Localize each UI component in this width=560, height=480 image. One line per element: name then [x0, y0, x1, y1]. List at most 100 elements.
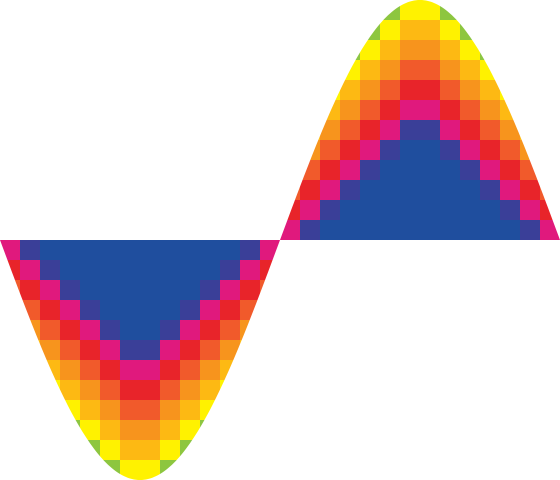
- color-tile: [300, 220, 320, 240]
- color-tile: [480, 40, 500, 60]
- color-tile: [120, 420, 140, 440]
- color-tile: [460, 200, 480, 220]
- color-tile: [180, 420, 200, 440]
- color-tile: [300, 200, 320, 220]
- color-tile: [80, 380, 100, 400]
- color-tile: [160, 240, 180, 260]
- color-tile: [220, 320, 240, 340]
- color-tile: [240, 460, 260, 480]
- color-tile: [460, 120, 480, 140]
- color-tile: [340, 160, 360, 180]
- color-tile: [120, 440, 140, 460]
- color-tile: [380, 60, 400, 80]
- color-tile: [420, 140, 440, 160]
- color-tile: [40, 340, 60, 360]
- color-tile: [300, 40, 320, 60]
- color-tile: [480, 140, 500, 160]
- color-tile: [320, 160, 340, 180]
- color-tile: [520, 200, 540, 220]
- color-tile: [500, 220, 520, 240]
- color-tile: [200, 440, 220, 460]
- color-tile: [340, 200, 360, 220]
- color-tile: [340, 240, 360, 260]
- color-tile: [280, 240, 300, 260]
- color-tile: [420, 180, 440, 200]
- color-tile: [120, 460, 140, 480]
- color-tile: [60, 320, 80, 340]
- color-tile: [180, 380, 200, 400]
- color-tile: [540, 220, 560, 240]
- color-tile: [120, 400, 140, 420]
- color-tile: [180, 440, 200, 460]
- color-tile: [60, 380, 80, 400]
- color-tile: [300, 120, 320, 140]
- color-tile: [380, 180, 400, 200]
- color-tile: [160, 400, 180, 420]
- color-tile: [420, 60, 440, 80]
- color-tile: [100, 420, 120, 440]
- color-tile: [260, 460, 280, 480]
- color-tile: [180, 360, 200, 380]
- color-tile: [100, 340, 120, 360]
- color-tile: [260, 360, 280, 380]
- color-tile: [400, 120, 420, 140]
- color-tile: [280, 140, 300, 160]
- color-tile: [140, 240, 160, 260]
- color-tile: [360, 200, 380, 220]
- color-tile: [20, 380, 40, 400]
- color-tile: [320, 60, 340, 80]
- color-tile: [300, 240, 320, 260]
- color-tile: [320, 220, 340, 240]
- color-tile: [140, 420, 160, 440]
- color-tile: [20, 340, 40, 360]
- color-tile: [360, 220, 380, 240]
- color-tile: [0, 280, 20, 300]
- color-tile: [160, 380, 180, 400]
- color-tile: [540, 100, 560, 120]
- color-tile: [140, 440, 160, 460]
- color-tile: [220, 240, 240, 260]
- color-tile: [120, 280, 140, 300]
- color-tile: [200, 280, 220, 300]
- color-tile: [340, 20, 360, 40]
- color-tile: [240, 320, 260, 340]
- color-tile: [440, 200, 460, 220]
- color-tile: [440, 80, 460, 100]
- color-tile: [260, 320, 280, 340]
- color-tile: [360, 100, 380, 120]
- color-tile: [460, 240, 480, 260]
- color-tile: [40, 320, 60, 340]
- color-tile: [380, 80, 400, 100]
- color-tile: [220, 400, 240, 420]
- color-tile: [280, 160, 300, 180]
- color-tile: [260, 380, 280, 400]
- color-tile: [100, 280, 120, 300]
- color-tile: [40, 440, 60, 460]
- color-tile: [460, 20, 480, 40]
- color-tile: [260, 220, 280, 240]
- color-tile: [160, 440, 180, 460]
- color-tile: [520, 240, 540, 260]
- color-tile: [460, 180, 480, 200]
- color-tile: [480, 0, 500, 20]
- color-tile: [480, 160, 500, 180]
- color-tile: [60, 420, 80, 440]
- color-tile: [440, 220, 460, 240]
- color-tile: [500, 240, 520, 260]
- color-tile: [260, 340, 280, 360]
- color-tile: [160, 320, 180, 340]
- color-tile: [460, 160, 480, 180]
- color-tile: [180, 220, 200, 240]
- color-tile: [60, 400, 80, 420]
- color-tile: [520, 40, 540, 60]
- color-tile: [100, 360, 120, 380]
- color-tile: [320, 240, 340, 260]
- color-tile: [540, 200, 560, 220]
- color-tile: [280, 120, 300, 140]
- color-tile: [120, 340, 140, 360]
- color-tile: [520, 100, 540, 120]
- color-tile: [500, 60, 520, 80]
- color-tile: [320, 120, 340, 140]
- color-tile: [40, 300, 60, 320]
- color-tile: [180, 460, 200, 480]
